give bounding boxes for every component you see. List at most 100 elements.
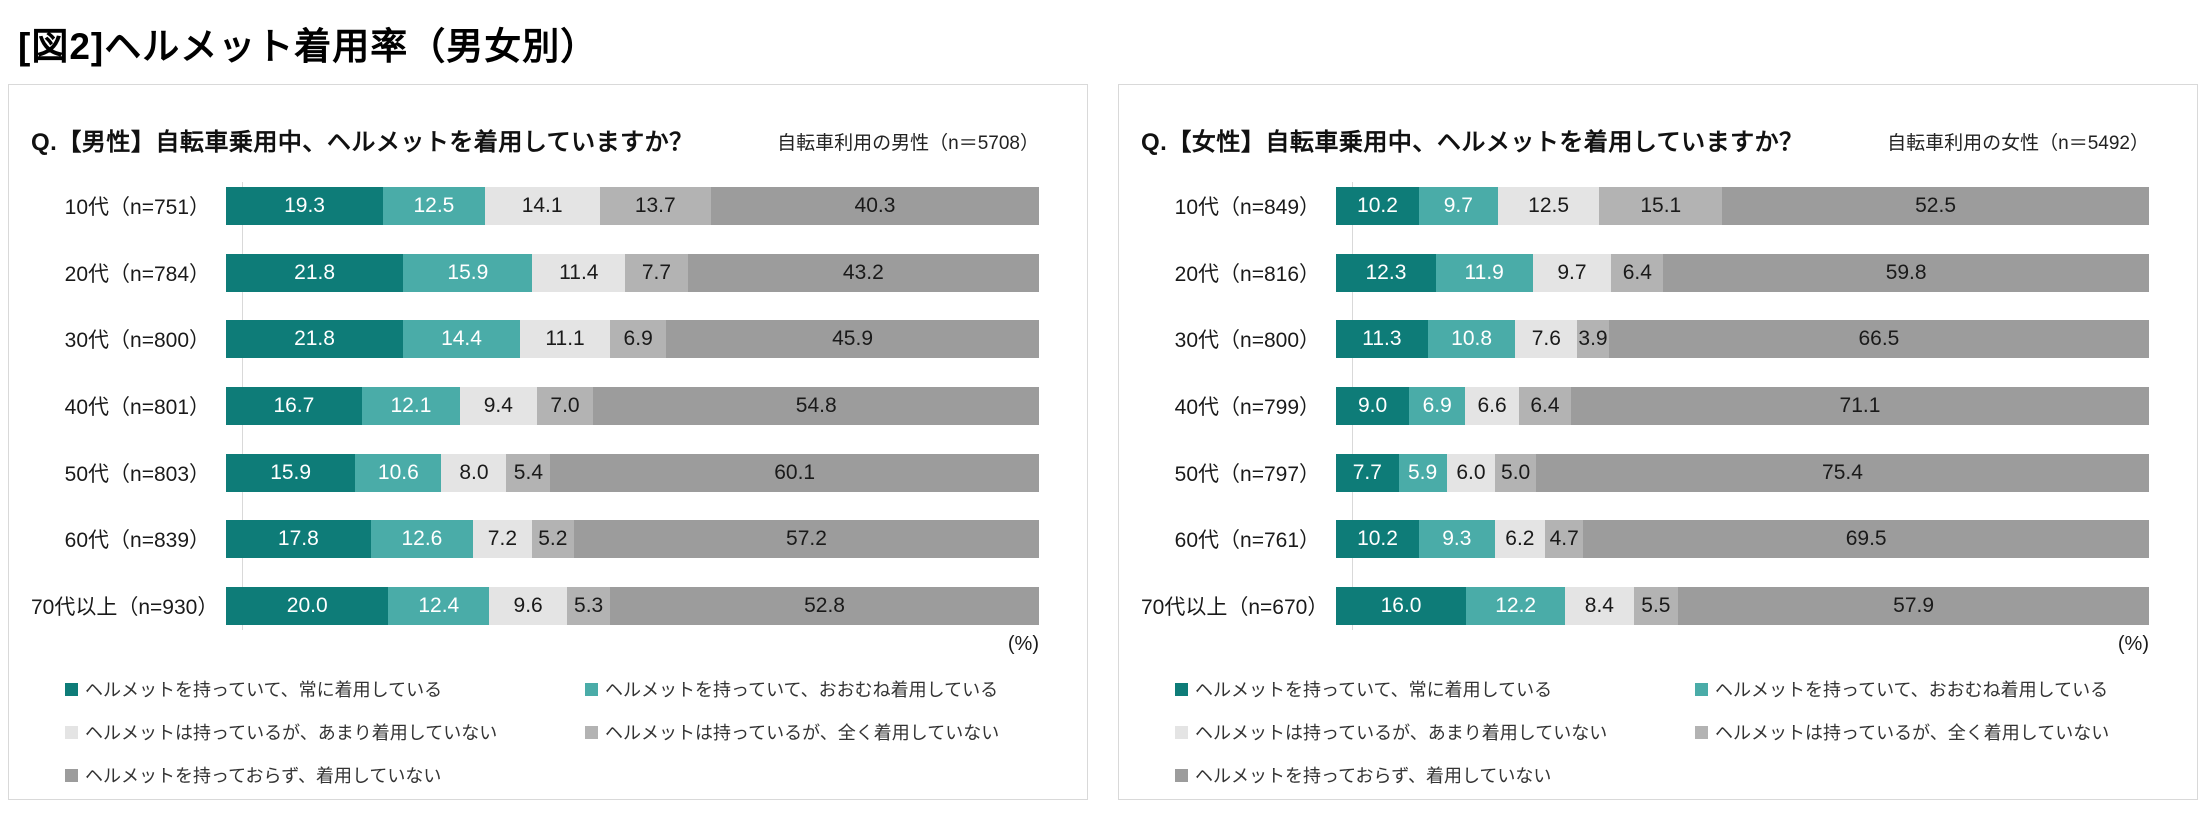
row-label: 30代（n=800） xyxy=(1174,329,1320,353)
segment-value: 52.5 xyxy=(1915,194,1956,217)
legend-item: ヘルメットは持っているが、全く着用していない xyxy=(585,719,1065,745)
bar-segment: 12.1 xyxy=(361,386,461,425)
segment-value: 66.5 xyxy=(1858,327,1900,351)
bar-segment: 9.0 xyxy=(1336,386,1410,425)
segment-value: 9.0 xyxy=(1357,393,1388,417)
bar-segment: 11.9 xyxy=(1435,253,1533,292)
segment-value: 6.2 xyxy=(1505,527,1535,551)
bar-segment: 12.6 xyxy=(370,520,474,559)
age-row: 30代（n=800） 11.3 10.8 7.6 3.9 66.5 xyxy=(1141,320,2149,359)
bar-segment: 21.8 xyxy=(226,320,404,359)
bar-segment: 16.7 xyxy=(226,386,362,425)
bar-segment: 10.6 xyxy=(355,453,442,492)
bar-segment: 20.0 xyxy=(226,586,389,625)
row-label: 60代（n=761） xyxy=(1174,529,1320,553)
bar-segment: 9.4 xyxy=(460,386,537,425)
bar-segment: 19.3 xyxy=(226,187,384,225)
segment-value: 59.8 xyxy=(1885,260,1927,284)
segment-value: 9.7 xyxy=(1443,194,1473,217)
age-row: 70代以上（n=930） 20.0 12.4 9.6 5.3 52.8 xyxy=(31,586,1039,625)
segment-value: 43.2 xyxy=(842,260,884,284)
legend-item: ヘルメットを持っていて、常に着用している xyxy=(65,676,585,702)
row-label: 20代（n=816） xyxy=(1174,262,1320,286)
unit-label: (%) xyxy=(2117,633,2149,655)
legend-item: ヘルメットは持っているが、全く着用していない xyxy=(1695,719,2175,745)
segment-value: 16.7 xyxy=(273,393,315,417)
legend-label: ヘルメットは持っているが、全く着用していない xyxy=(1715,723,2110,743)
bar-segment: 43.2 xyxy=(687,253,1039,292)
stacked-bar: 16.7 12.1 9.4 7.0 54.8 xyxy=(226,386,1039,425)
bar-segment: 12.5 xyxy=(383,187,485,225)
legend-swatch xyxy=(1175,725,1188,739)
segment-value: 6.0 xyxy=(1456,460,1486,484)
row-label: 20代（n=784） xyxy=(64,262,210,286)
segment-value: 21.8 xyxy=(294,260,336,284)
bar-segment: 7.2 xyxy=(473,520,532,559)
segment-value: 12.3 xyxy=(1365,260,1407,284)
legend-label: ヘルメットは持っているが、あまり着用していない xyxy=(1195,723,1608,743)
bar-segment: 5.9 xyxy=(1398,453,1447,492)
segment-value: 52.8 xyxy=(804,593,845,617)
segment-value: 10.2 xyxy=(1357,194,1398,217)
legend: ヘルメットを持っていて、常に着用している ヘルメットを持っていて、おおむね着用して… xyxy=(31,676,1065,788)
bar-segment: 11.1 xyxy=(520,320,611,359)
legend-swatch xyxy=(1695,725,1708,739)
age-row: 60代（n=839） 17.8 12.6 7.2 5.2 57.2 xyxy=(31,520,1039,559)
segment-value: 4.7 xyxy=(1549,527,1579,551)
legend-swatch xyxy=(1175,768,1188,782)
question-title: Q.【男性】自転車乗用中、ヘルメットを着用していますか？ xyxy=(31,129,694,156)
segment-value: 12.4 xyxy=(418,593,460,617)
bar-segment: 15.1 xyxy=(1599,187,1723,225)
row-label: 50代（n=797） xyxy=(1174,462,1320,486)
segment-value: 13.7 xyxy=(634,194,676,217)
legend-label: ヘルメットは持っているが、全く着用していない xyxy=(605,723,1000,743)
age-row: 60代（n=761） 10.2 9.3 6.2 4.7 69.5 xyxy=(1141,520,2149,559)
bar-segment: 14.4 xyxy=(403,320,520,359)
stacked-bar: 9.0 6.9 6.6 6.4 71.1 xyxy=(1336,386,2149,425)
bar-segment: 5.4 xyxy=(506,453,551,492)
panel-header: Q.【女性】自転車乗用中、ヘルメットを着用していますか？ 自転車利用の女性（n＝… xyxy=(1141,113,2175,157)
bar-segment: 17.8 xyxy=(226,520,371,559)
bar-segment: 14.1 xyxy=(484,187,600,225)
legend-label: ヘルメットを持っておらず、着用していない xyxy=(1195,766,1552,786)
stacked-bar: 10.2 9.3 6.2 4.7 69.5 xyxy=(1336,520,2149,559)
segment-value: 5.2 xyxy=(538,527,568,551)
legend-item: ヘルメットを持っていて、常に着用している xyxy=(1175,676,1695,702)
bar-rows: 10代（n=849） 10.2 9.7 12.5 15.1 52.5 20代（n=816） 1… xyxy=(1141,182,2175,630)
age-row: 20代（n=816） 12.3 11.9 9.7 6.4 59.8 xyxy=(1141,253,2149,292)
legend-label: ヘルメットを持っていて、おおむね着用している xyxy=(605,680,999,700)
bar-segment: 60.1 xyxy=(550,453,1039,492)
legend-swatch xyxy=(65,682,78,696)
legend-swatch xyxy=(1695,682,1708,696)
stacked-bar: 21.8 15.9 11.4 7.7 43.2 xyxy=(226,253,1039,292)
bar-segment: 69.5 xyxy=(1583,520,2149,559)
legend-label: ヘルメットは持っているが、あまり着用していない xyxy=(85,723,498,743)
stacked-bar: 10.2 9.7 12.5 15.1 52.5 xyxy=(1336,187,2149,225)
row-label: 50代（n=803） xyxy=(64,462,210,486)
age-row: 20代（n=784） 21.8 15.9 11.4 7.7 43.2 xyxy=(31,253,1039,292)
bar-segment: 5.2 xyxy=(531,520,574,559)
bar-segment: 6.4 xyxy=(1611,253,1664,292)
stacked-bar: 15.9 10.6 8.0 5.4 60.1 xyxy=(226,453,1039,492)
age-row: 50代（n=803） 15.9 10.6 8.0 5.4 60.1 xyxy=(31,453,1039,492)
bar-segment: 7.0 xyxy=(536,386,594,425)
bar-segment: 12.2 xyxy=(1466,586,1566,625)
bar-segment: 10.2 xyxy=(1336,187,1419,225)
segment-value: 11.4 xyxy=(559,260,599,284)
legend-item: ヘルメットは持っているが、あまり着用していない xyxy=(65,719,585,745)
segment-value: 12.6 xyxy=(401,527,443,551)
segment-value: 54.8 xyxy=(795,393,837,417)
legend-swatch xyxy=(585,682,598,696)
segment-value: 11.9 xyxy=(1464,260,1504,284)
segment-value: 15.1 xyxy=(1640,194,1682,217)
chart-panels: Q.【男性】自転車乗用中、ヘルメットを着用していますか？ 自転車利用の男性（n＝… xyxy=(0,84,2206,800)
row-label: 40代（n=799） xyxy=(1174,395,1320,419)
segment-value: 21.8 xyxy=(294,327,335,351)
bar-segment: 6.6 xyxy=(1465,386,1519,425)
row-label: 10代（n=849） xyxy=(1174,196,1320,219)
segment-value: 15.9 xyxy=(270,460,312,484)
segment-value: 12.5 xyxy=(1528,194,1570,217)
bar-segment: 6.9 xyxy=(610,320,667,359)
segment-value: 6.4 xyxy=(1530,393,1560,417)
bar-segment: 5.5 xyxy=(1633,586,1679,625)
